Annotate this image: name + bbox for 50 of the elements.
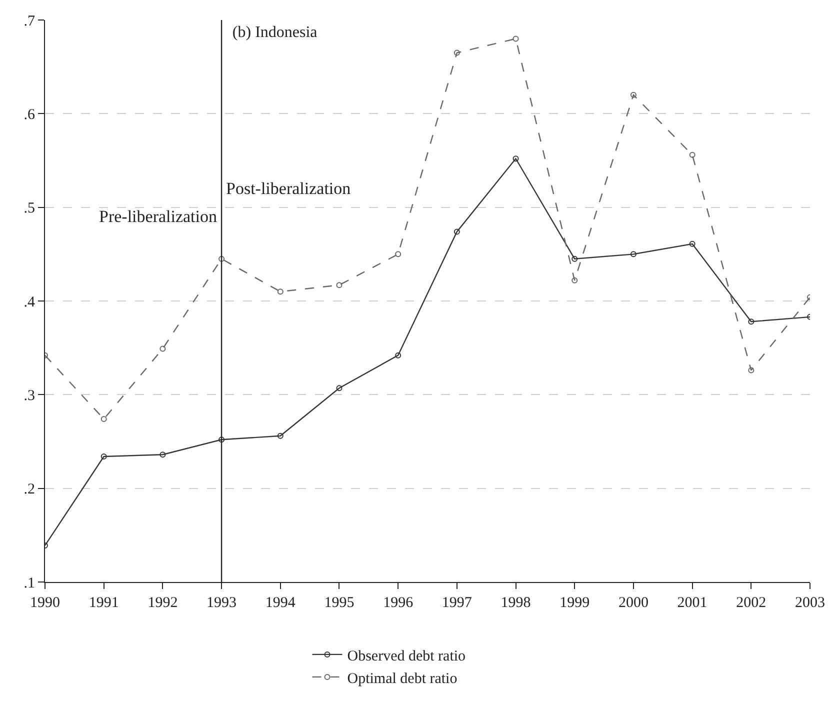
point [454,50,460,56]
point [630,92,636,98]
x-tick-label: 2000 [618,595,648,611]
y-tick-label: .1 [24,575,35,592]
y-tick-label: .2 [24,482,35,498]
point [512,36,519,42]
y-tick-label: .4 [24,294,36,310]
point [454,228,460,235]
point [277,432,284,439]
point [512,156,519,162]
point [336,282,342,288]
x-tick-label: 2003 [795,595,825,611]
point [277,288,284,295]
x-tick-label: 1995 [324,595,354,611]
point [100,416,107,422]
x-tick-label: 2002 [736,595,766,611]
point [100,453,107,460]
x-tick-label: 1998 [500,595,531,611]
x-tick-label: 1994 [265,595,296,611]
point [630,251,636,258]
point [572,277,578,284]
point [160,452,166,458]
x-tick-label: 1999 [560,595,590,611]
legend-label: Optimal debt ratio [347,670,458,687]
point [218,256,225,262]
point [218,436,225,443]
point [572,256,578,262]
point [395,352,402,358]
x-tick-label: 1997 [442,595,472,611]
legend-label: Observed debt ratio [347,648,466,664]
point [160,346,166,352]
annotation: Pre-liberalization [99,207,218,226]
chart-title: (b) Indonesia [232,24,318,41]
y-tick-label: .6 [24,106,36,123]
x-tick-label: 1991 [88,595,119,611]
annotation: Post-liberalization [226,179,352,198]
point [689,152,696,158]
point [336,385,342,392]
x-tick-label: 1993 [206,595,237,611]
x-tick-label: 1992 [148,595,178,611]
point [748,318,754,325]
point [748,367,754,374]
point [689,240,696,247]
y-tick-label: .5 [24,200,35,217]
x-tick-label: 2001 [677,595,708,611]
y-tick-label: .3 [24,388,35,404]
point [395,251,402,258]
x-tick-label: 1990 [30,595,60,611]
x-tick-label: 1996 [383,595,414,611]
y-tick-label: .7 [24,13,36,30]
